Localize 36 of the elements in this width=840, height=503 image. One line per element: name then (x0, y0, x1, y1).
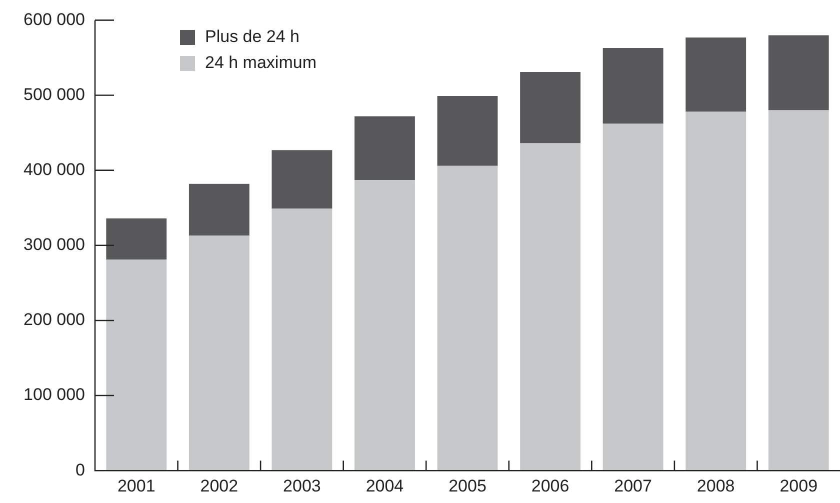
x-tick-label: 2004 (366, 476, 404, 496)
x-tick-label: 2009 (780, 476, 818, 496)
bar (188, 236, 250, 471)
bar (437, 96, 498, 166)
bar (272, 150, 332, 209)
y-tick-label: 200 000 (24, 310, 85, 330)
bar (602, 48, 664, 124)
bar (520, 72, 580, 144)
x-tick-label: 2007 (614, 476, 652, 496)
x-tick-label: 2005 (448, 476, 486, 496)
bar (188, 184, 250, 236)
x-tick-label: 2001 (117, 476, 156, 496)
y-tick-label: 600 000 (24, 10, 85, 29)
bar (768, 110, 829, 471)
x-tick-label: 2008 (696, 476, 735, 496)
bar (602, 124, 664, 471)
bar (437, 166, 498, 471)
x-tick-label: 2006 (531, 476, 570, 496)
bar (354, 116, 415, 180)
y-tick-label: 300 000 (24, 235, 85, 254)
bar (686, 37, 746, 112)
y-tick-label: 400 000 (24, 160, 85, 180)
bar (768, 35, 829, 110)
y-tick-label: 100 000 (24, 385, 85, 404)
x-tick-label: 2003 (283, 476, 321, 496)
x-tick-label: 2002 (200, 476, 238, 496)
y-tick-label: 0 (76, 460, 85, 480)
bar (106, 218, 167, 260)
bar (520, 143, 580, 471)
legend-label: Plus de 24 h (205, 26, 300, 48)
bar (354, 180, 415, 471)
legend-label: 24 h maximum (205, 52, 316, 74)
bar (106, 260, 167, 471)
bar (272, 208, 332, 471)
bar (686, 112, 746, 471)
y-tick-label: 500 000 (24, 84, 85, 104)
